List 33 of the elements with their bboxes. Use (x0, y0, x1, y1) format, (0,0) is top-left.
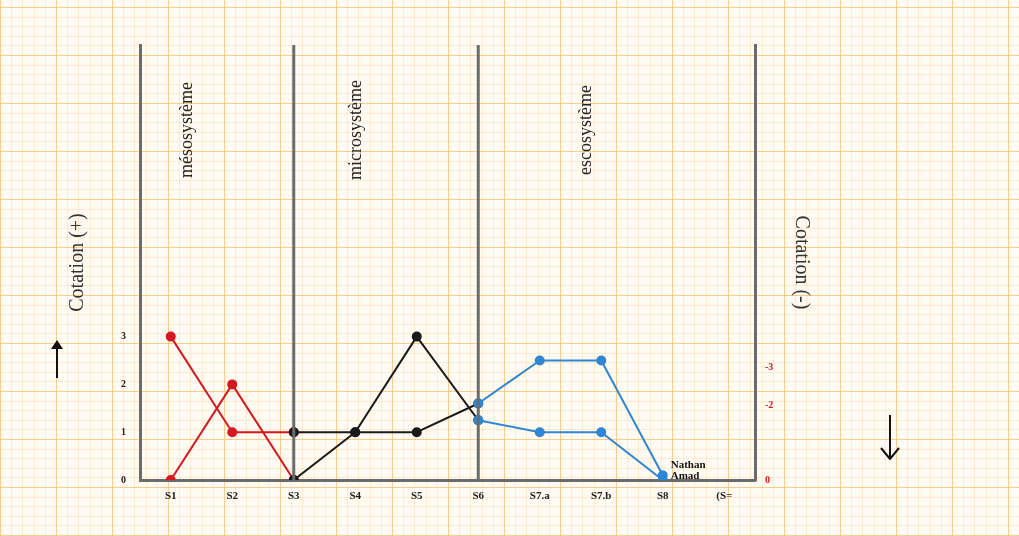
point (165, 331, 176, 342)
y-tick-label: 2 (121, 377, 126, 389)
point (411, 331, 422, 342)
x-tick-label: S2 (226, 489, 239, 502)
point (596, 355, 607, 366)
annotation: escosystème (575, 85, 596, 175)
x-tick-label: S5 (410, 489, 424, 502)
x-tick-label: (S= (716, 489, 733, 503)
x-tick-label: S7.a (529, 489, 551, 502)
point (411, 427, 422, 438)
annotation: microsystème (344, 80, 365, 180)
y2-tick-label: -2 (765, 398, 774, 410)
x-tick-label: S3 (287, 489, 301, 502)
x-tick-label: S4 (349, 489, 362, 502)
point (227, 427, 238, 438)
x-tick-label: S1 (164, 489, 177, 502)
y-tick-label: 1 (121, 425, 126, 437)
y-axis-title: Cotation (+) (65, 213, 89, 312)
point (534, 427, 545, 438)
x-tick-label: S7.b (591, 489, 612, 502)
series-label: Amad (670, 468, 700, 481)
x-tick-label: S8 (656, 489, 670, 502)
y-tick-label: 0 (121, 473, 126, 485)
annotation: mésosystème (175, 82, 196, 178)
y-tick-label: 3 (121, 330, 126, 342)
point (227, 379, 238, 390)
y2-axis-title: Cotation (-) (790, 215, 814, 310)
point (596, 427, 607, 438)
y2-tick-label: -3 (765, 361, 774, 373)
point (534, 355, 545, 366)
series-label: Nathan (670, 457, 706, 470)
y2-tick-label: 0 (765, 473, 770, 485)
x-tick-label: S6 (472, 489, 485, 502)
